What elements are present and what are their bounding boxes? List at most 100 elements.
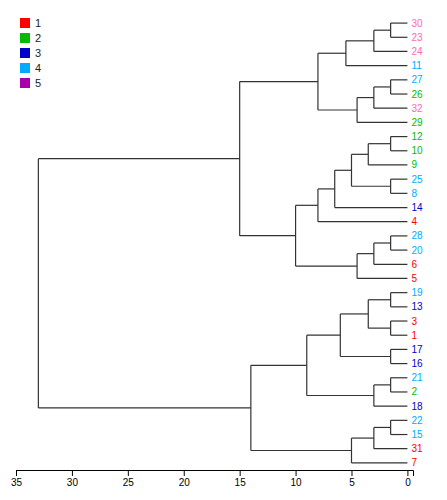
legend-label: 2: [35, 32, 41, 44]
branch: [307, 335, 341, 336]
branch: [374, 384, 391, 385]
branch: [357, 253, 374, 254]
tick: 30: [67, 470, 79, 488]
leaf-label: 15: [411, 429, 423, 440]
branch: [38, 407, 250, 408]
branch: [318, 109, 357, 110]
branch: [391, 249, 408, 250]
branch: [391, 37, 408, 38]
leaf-label: 1: [411, 330, 417, 341]
legend-item: 4: [20, 62, 41, 74]
tick-mark: [128, 470, 129, 476]
tick: 0: [405, 470, 411, 488]
branch: [368, 143, 390, 144]
branch: [391, 335, 408, 336]
leaf-label: 17: [411, 344, 423, 355]
tick: 20: [179, 470, 191, 488]
branch: [318, 221, 407, 222]
leaf-label: 12: [411, 131, 423, 142]
legend-label: 3: [35, 47, 41, 59]
leaf-label: 28: [411, 230, 423, 241]
branch: [307, 395, 374, 396]
legend-label: 1: [35, 17, 41, 29]
branch: [368, 328, 390, 329]
branch: [368, 299, 390, 300]
legend-item: 1: [20, 17, 41, 29]
branch: [374, 448, 408, 449]
legend-item: 2: [20, 32, 41, 44]
leaf-label: 22: [411, 415, 423, 426]
branch: [351, 437, 373, 438]
legend-item: 5: [20, 77, 41, 89]
branch: [391, 420, 408, 421]
branch: [374, 427, 391, 428]
branch: [374, 108, 408, 109]
legend-label: 4: [35, 62, 41, 74]
branch: [391, 136, 408, 137]
branch: [357, 122, 407, 123]
tick-label: 15: [235, 477, 247, 488]
tick-mark: [407, 470, 408, 476]
branch: [368, 164, 407, 165]
branch: [391, 193, 408, 194]
branch: [374, 406, 408, 407]
branch: [391, 79, 408, 80]
tick-mark: [16, 470, 17, 476]
leaf-label: 3: [411, 316, 417, 327]
tick: 25: [123, 470, 135, 488]
branch: [357, 97, 374, 98]
branch: [351, 462, 407, 463]
branch: [351, 154, 368, 155]
leaf-label: 32: [411, 103, 423, 114]
leaf-label: 5: [411, 273, 417, 284]
branch: [391, 320, 408, 321]
leaf-label: 27: [411, 74, 423, 85]
branch: [391, 292, 408, 293]
branch: [391, 391, 408, 392]
branch: [38, 158, 239, 159]
branch: [374, 242, 391, 243]
branch: [374, 51, 408, 52]
leaf-label: 24: [411, 46, 423, 57]
chart: 3023241127263229121092581442820651913311…: [0, 0, 447, 500]
branch: [335, 170, 352, 171]
legend-label: 5: [35, 77, 41, 89]
leaf-label: 30: [411, 18, 423, 29]
branch: [346, 40, 374, 41]
legend-swatch: [20, 63, 30, 73]
tick-mark: [296, 470, 297, 476]
branch: [391, 93, 408, 94]
leaf-label: 6: [411, 259, 417, 270]
tick-label: 0: [405, 477, 411, 488]
plot-area: 3023241127263229121092581442820651913311…: [11, 17, 423, 488]
branch: [251, 450, 352, 451]
leaf-label: 26: [411, 89, 423, 100]
legend-item: 3: [20, 47, 41, 59]
branch: [391, 306, 408, 307]
branch: [357, 278, 407, 279]
leaf-label: 19: [411, 287, 423, 298]
tick: 15: [235, 470, 247, 488]
leaf-label: 25: [411, 174, 423, 185]
leaf-label: 14: [411, 202, 423, 213]
branch: [251, 365, 307, 366]
tick-label: 30: [67, 477, 79, 488]
tick-label: 35: [11, 477, 23, 488]
tree-lines: [38, 23, 407, 463]
leaf-label: 4: [411, 216, 417, 227]
leaf-labels: 3023241127263229121092581442820651913311…: [411, 18, 423, 469]
tick-label: 20: [179, 477, 191, 488]
leaf-label: 16: [411, 358, 423, 369]
tick-label: 10: [291, 477, 303, 488]
branch: [296, 205, 318, 206]
legend: 1 2 3 4 5: [20, 17, 41, 89]
branch: [240, 81, 318, 82]
branch: [374, 264, 408, 265]
leaf-label: 8: [411, 188, 417, 199]
branch: [391, 434, 408, 435]
leaf-label: 10: [411, 145, 423, 156]
leaf-label: 2: [411, 386, 417, 397]
branch: [346, 65, 408, 66]
axis-line: [17, 471, 414, 477]
tick-mark: [184, 470, 185, 476]
